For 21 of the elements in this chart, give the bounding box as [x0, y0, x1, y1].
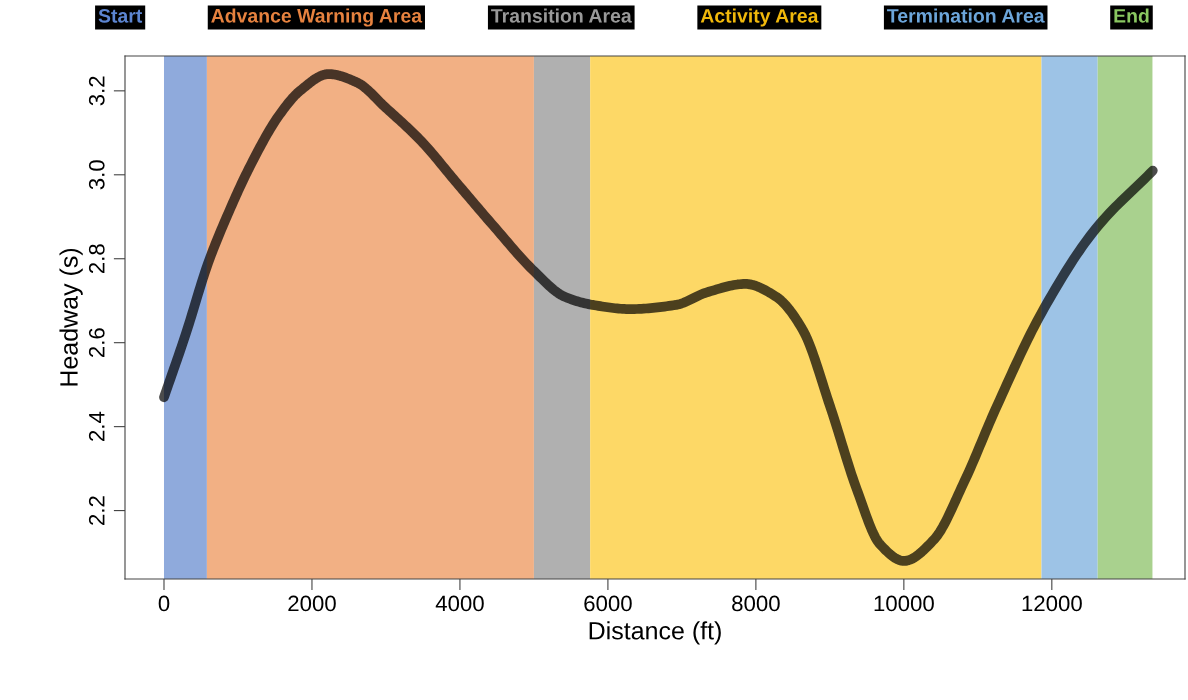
band-label: Advance Warning Area [211, 8, 423, 27]
x-tick-label: 6000 [584, 595, 632, 612]
x-tick-label: 2000 [288, 595, 336, 612]
band-label: Transition Area [491, 8, 632, 23]
y-axis-title: Headway (s) [59, 248, 83, 386]
y-tick-label: 2.8 [88, 244, 105, 274]
band-label: End [1114, 8, 1149, 23]
x-tick-label: 4000 [435, 595, 484, 612]
y-tick-label: 2.2 [88, 496, 105, 525]
x-tick-label: 12000 [1022, 595, 1082, 612]
x-tick-label: 10000 [874, 595, 934, 612]
band-label: Termination Area [887, 8, 1045, 23]
y-tick-label: 2.6 [88, 328, 105, 358]
band-label: Activity Area [700, 8, 819, 27]
y-tick-label: 3.2 [88, 76, 105, 106]
band-label: Start [98, 8, 143, 23]
x-axis-title: Distance (ft) [589, 621, 721, 645]
x-tick-label: 8000 [732, 595, 780, 612]
y-tick-label: 3.0 [88, 160, 105, 190]
x-tick-label: 0 [158, 595, 170, 612]
y-tick-label: 2.4 [88, 411, 105, 441]
